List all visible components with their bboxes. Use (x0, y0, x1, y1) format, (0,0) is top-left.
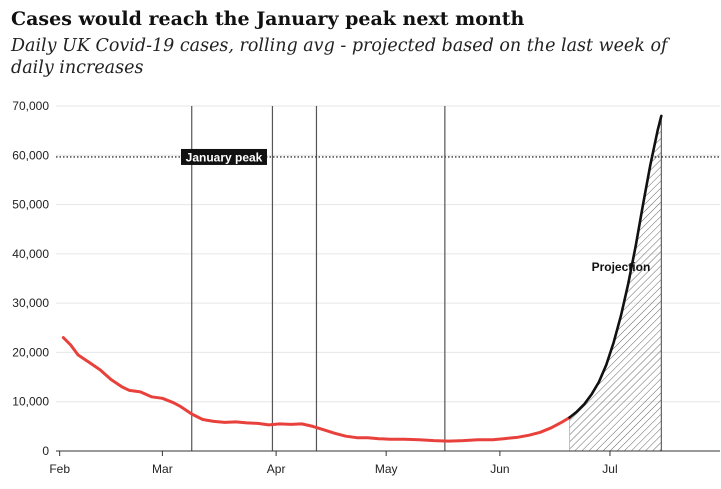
y-tick-label: 60,000 (12, 148, 49, 162)
january-peak-label: January peak (181, 148, 267, 165)
january-peak-label-box (181, 148, 267, 165)
x-tick-label: Apr (267, 462, 286, 476)
chart-subtitle: Daily UK Covid-19 cases, rolling avg - p… (11, 36, 668, 78)
x-tick-label: Jul (602, 462, 617, 476)
chart-title: Cases would reach the January peak next … (11, 8, 525, 30)
y-tick-label: 10,000 (12, 395, 49, 409)
y-tick-label: 70,000 (12, 99, 49, 113)
projection-line (568, 114, 663, 419)
projection-label: Projection (592, 260, 651, 274)
january-peak-label-text: January peak (186, 150, 263, 164)
projection-area (569, 115, 662, 452)
y-tick-label: 30,000 (12, 296, 49, 310)
y-tick-label: 50,000 (12, 198, 49, 212)
x-tick-label: May (375, 462, 398, 476)
y-tick-label: 40,000 (12, 247, 49, 261)
x-tick-label: Feb (49, 462, 70, 476)
x-tick-label: Jun (490, 462, 509, 476)
y-tick-label: 0 (42, 444, 49, 458)
actual-cases-line (61, 336, 572, 443)
x-tick-label: Mar (152, 462, 173, 476)
y-tick-label: 20,000 (12, 345, 49, 359)
